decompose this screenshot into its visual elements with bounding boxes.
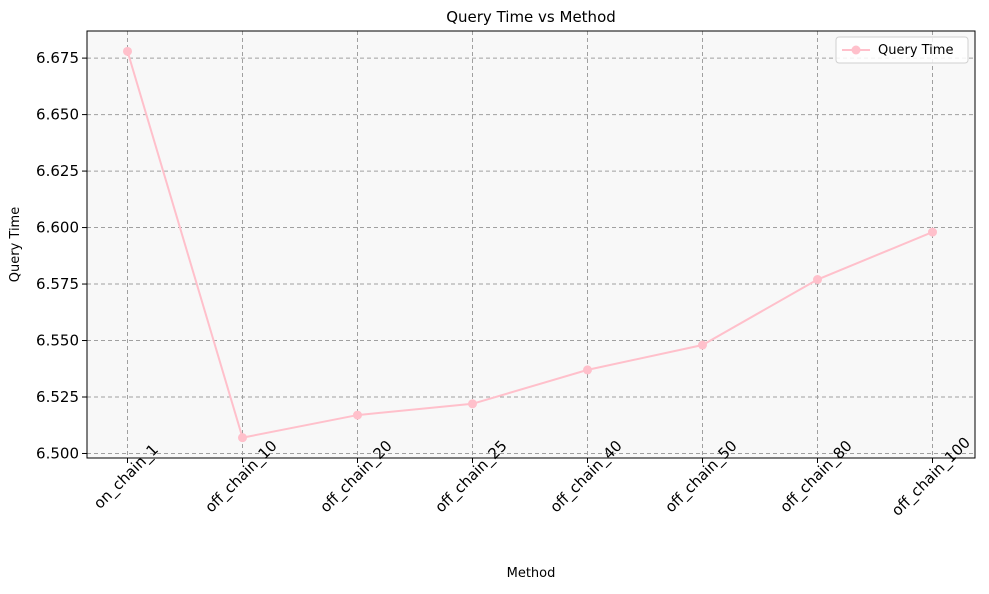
data-point: [238, 433, 247, 443]
data-point: [928, 227, 937, 237]
data-point: [813, 275, 822, 285]
data-point: [468, 399, 477, 409]
y-tick-label: 6.675: [36, 49, 79, 67]
y-tick-label: 6.625: [36, 162, 79, 180]
y-tick-label: 6.575: [36, 275, 79, 293]
y-tick-label: 6.650: [36, 106, 79, 124]
y-tick-label: 6.600: [36, 219, 79, 237]
y-tick-label: 6.550: [36, 332, 79, 350]
legend-box: [835, 36, 969, 64]
data-point: [123, 46, 132, 56]
legend: Query Time: [835, 36, 969, 64]
plot-frame: [86, 30, 976, 459]
series-layer: [123, 46, 937, 443]
data-point: [353, 410, 362, 420]
data-point: [698, 340, 707, 350]
y-axis-label: Query Time: [8, 207, 23, 282]
plot-area: [87, 31, 975, 458]
legend-marker-swatch: [851, 45, 861, 55]
grid-lines: [87, 31, 975, 458]
y-tick-label: 6.525: [36, 388, 79, 406]
chart-title: Query Time vs Method: [446, 8, 616, 26]
series-line: [126, 51, 933, 439]
y-tick-label: 6.500: [36, 444, 79, 462]
data-point: [583, 365, 592, 375]
legend-label: Query Time: [878, 43, 953, 58]
x-axis-label: Method: [507, 566, 556, 581]
